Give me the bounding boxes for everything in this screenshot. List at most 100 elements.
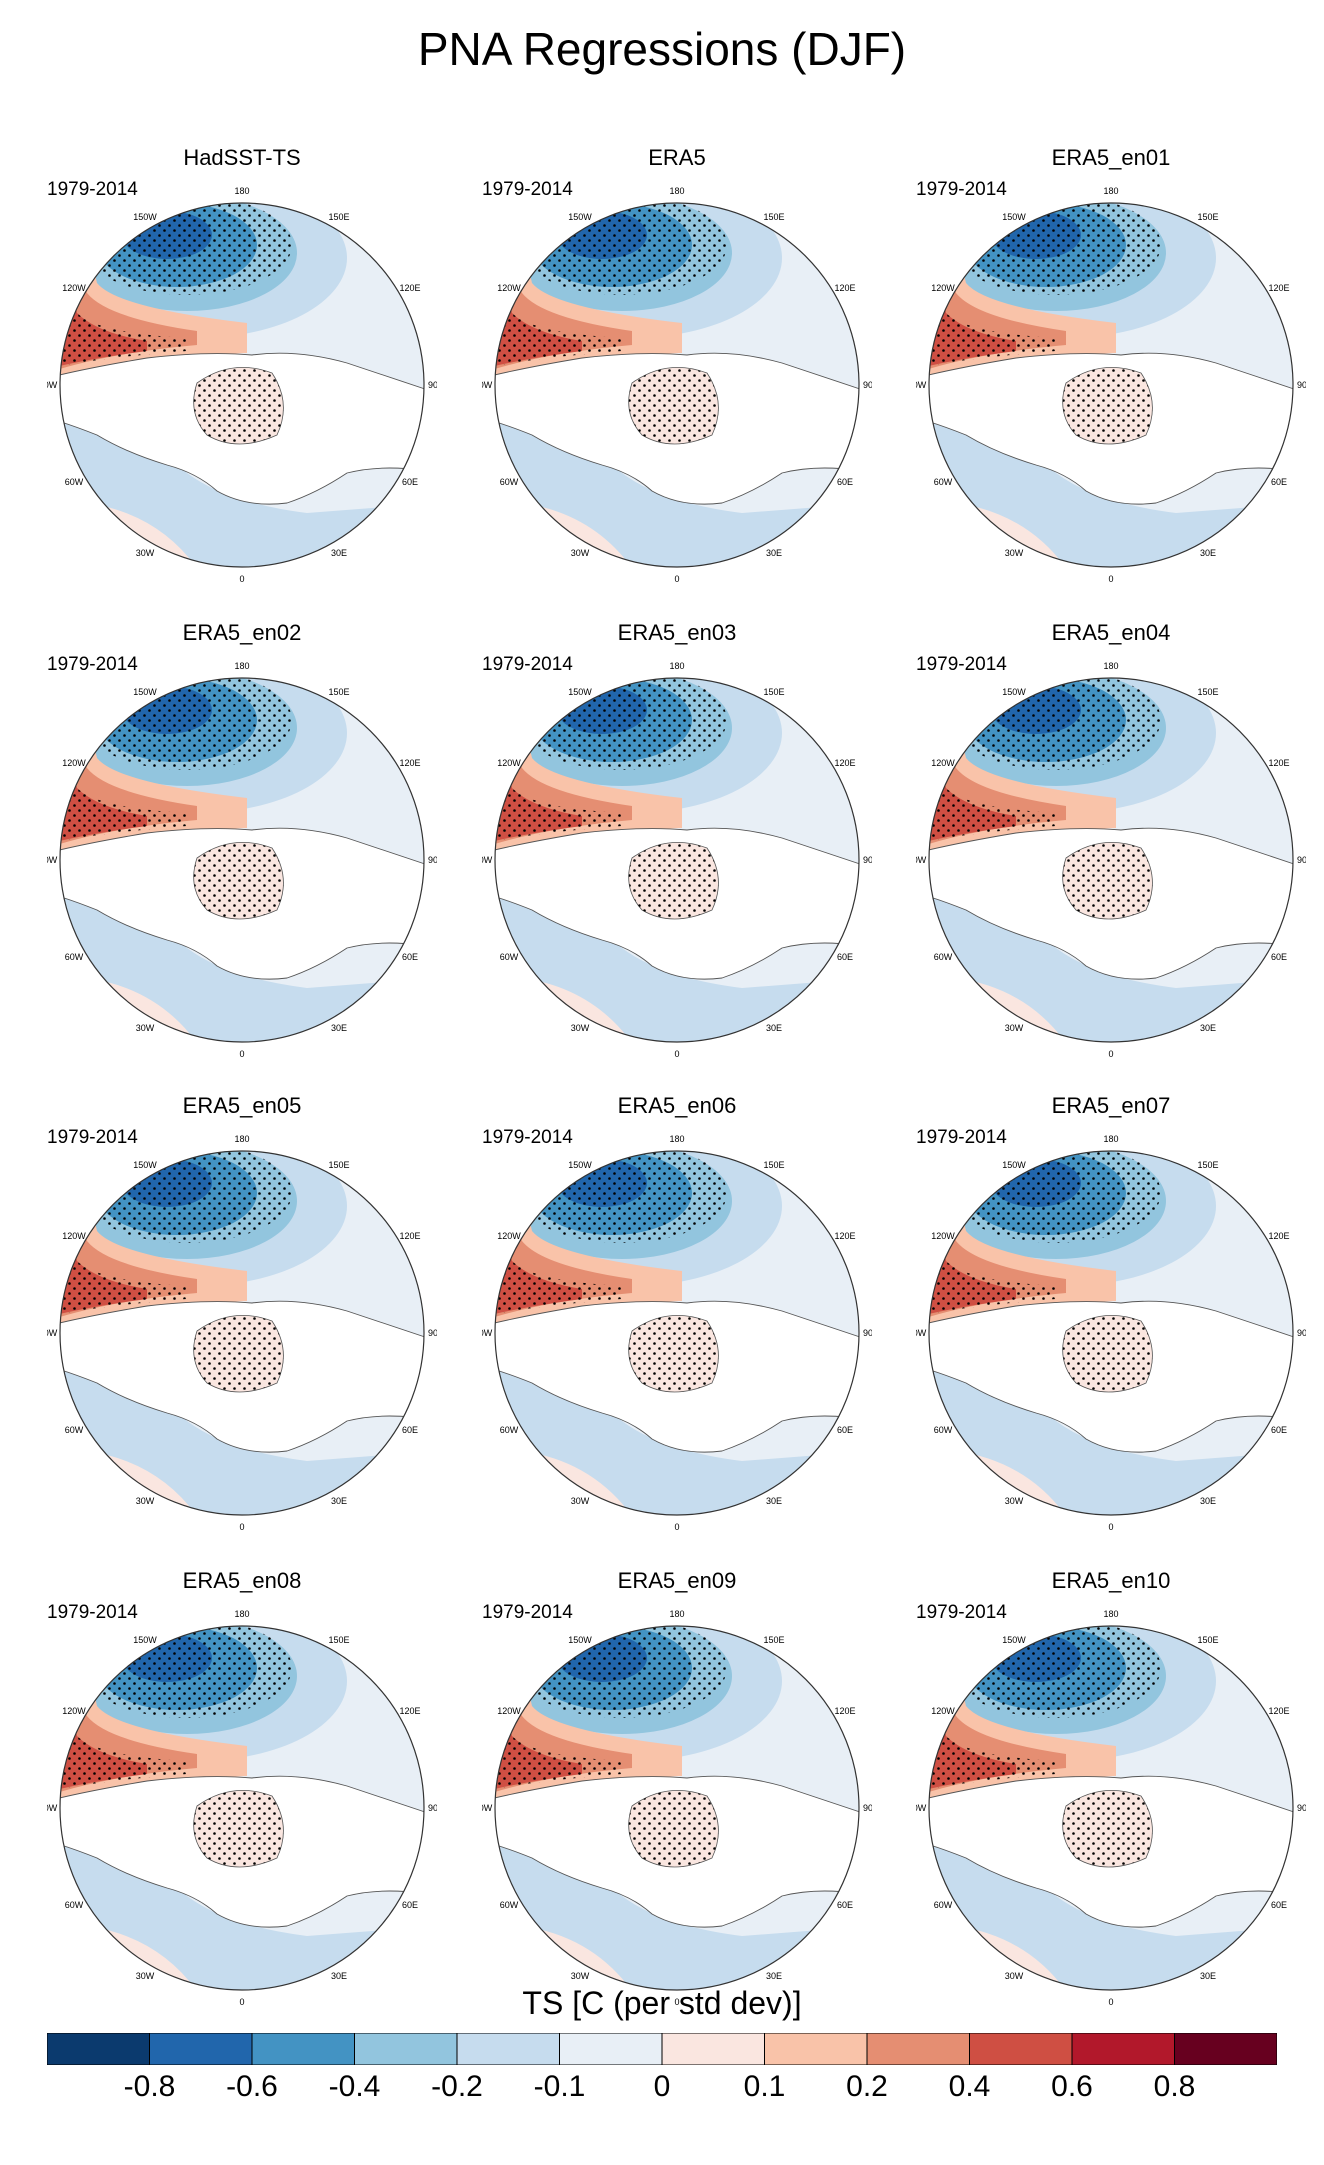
longitude-label: 60W (934, 952, 953, 962)
longitude-label: 90W (482, 1803, 493, 1813)
pacific-stippling (951, 1626, 1161, 1718)
longitude-label: 60E (1271, 1425, 1287, 1435)
longitude-label: 150W (568, 1635, 592, 1645)
longitude-label: 60E (402, 477, 418, 487)
longitude-label: 0 (239, 574, 244, 584)
longitude-label: 150E (328, 1635, 349, 1645)
longitude-label: 30E (331, 1496, 347, 1506)
namerica-stippling (495, 738, 622, 844)
longitude-label: 30W (136, 1496, 155, 1506)
longitude-label: 0 (239, 1049, 244, 1059)
colorbar-tick-label: 0.2 (846, 2070, 888, 2103)
map-boundary (494, 677, 860, 1043)
longitude-label: 30E (766, 1496, 782, 1506)
pacific-stippling (517, 203, 727, 295)
longitude-label: 90W (482, 380, 493, 390)
longitude-label: 30W (571, 1023, 590, 1033)
longitude-label: 120W (497, 758, 521, 768)
longitude-label: 30E (766, 1023, 782, 1033)
longitude-label: 150E (1197, 212, 1218, 222)
longitude-label: 180 (1103, 1609, 1118, 1619)
longitude-label: 90E (863, 1328, 872, 1338)
longitude-label: 120E (834, 1706, 855, 1716)
longitude-label: 90W (47, 855, 58, 865)
longitude-label: 60W (65, 477, 84, 487)
longitude-label: 60E (837, 477, 853, 487)
map-panel: ERA5_en02 1979-2014 180 150E 120E 90E 60E 30E 0 3… (47, 620, 437, 1080)
longitude-label: 30W (136, 1023, 155, 1033)
longitude-label: 120W (62, 283, 86, 293)
colorbar-segment (559, 2033, 663, 2065)
longitude-label: 150W (133, 1635, 157, 1645)
longitude-label: 180 (234, 1134, 249, 1144)
longitude-label: 60W (934, 477, 953, 487)
longitude-label: 90E (428, 1328, 437, 1338)
longitude-label: 90W (482, 855, 493, 865)
longitude-label: 60W (65, 952, 84, 962)
colorbar-tick-label: -0.8 (123, 2070, 176, 2103)
map-boundary (494, 1150, 860, 1516)
panel-period: 1979-2014 (47, 1127, 138, 1148)
namerica-stippling (60, 1686, 187, 1792)
longitude-label: 120E (399, 283, 420, 293)
polar-map: 180 150E 120E 90E 60E 30E 0 30W 60W 90W 120W 150W (482, 661, 872, 1059)
greenland-stippling (628, 1315, 719, 1392)
longitude-label: 120W (497, 1706, 521, 1716)
panel-period: 1979-2014 (482, 1127, 573, 1148)
longitude-label: 150W (568, 1160, 592, 1170)
polar-map: 180 150E 120E 90E 60E 30E 0 30W 60W 90W 120W 150W (47, 661, 437, 1059)
longitude-label: 30W (136, 548, 155, 558)
longitude-label: 180 (234, 186, 249, 196)
longitude-label: 30W (571, 548, 590, 558)
longitude-label: 0 (674, 1049, 679, 1059)
longitude-label: 90W (916, 855, 927, 865)
longitude-label: 120E (399, 758, 420, 768)
colorbar-segment (47, 2033, 150, 2065)
longitude-label: 90W (916, 380, 927, 390)
polar-map: 180 150E 120E 90E 60E 30E 0 30W 60W 90W 120W 150W (47, 1134, 437, 1532)
colorbar-tick-label: -0.2 (431, 2070, 483, 2103)
longitude-label: 150E (328, 1160, 349, 1170)
longitude-label: 60E (402, 1425, 418, 1435)
map-panel: ERA5_en04 1979-2014 180 150E 120E 90E 60E 30E 0 3… (916, 620, 1306, 1080)
map-panel: ERA5_en05 1979-2014 180 150E 120E 90E 60E 30E 0 3… (47, 1093, 437, 1553)
longitude-label: 120W (931, 283, 955, 293)
longitude-label: 30W (1005, 1023, 1024, 1033)
panel-title: ERA5_en06 (617, 1093, 737, 1118)
longitude-label: 60E (837, 952, 853, 962)
longitude-label: 180 (669, 186, 684, 196)
colorbar-segment (1071, 2033, 1175, 2065)
colorbar-segment (251, 2033, 355, 2065)
longitude-label: 180 (669, 1609, 684, 1619)
longitude-label: 30E (1200, 1971, 1216, 1981)
pacific-stippling (951, 1151, 1161, 1243)
map-panel: ERA5_en07 1979-2014 180 150E 120E 90E 60E 30E 0 3… (916, 1093, 1306, 1553)
colorbar-segment (1174, 2033, 1277, 2065)
longitude-label: 0 (239, 1522, 244, 1532)
pacific-stippling (517, 1626, 727, 1718)
longitude-label: 60W (500, 1900, 519, 1910)
panel-title: ERA5_en10 (1051, 1568, 1171, 1593)
longitude-label: 120E (1268, 1231, 1289, 1241)
longitude-label: 120E (834, 1231, 855, 1241)
map-boundary (494, 1625, 860, 1991)
longitude-label: 120E (834, 283, 855, 293)
greenland-stippling (628, 367, 719, 444)
panel-period: 1979-2014 (916, 1602, 1007, 1623)
map-boundary (928, 1625, 1294, 1991)
longitude-label: 180 (234, 661, 249, 671)
panel-period: 1979-2014 (916, 179, 1007, 200)
map-panel: ERA5_en09 1979-2014 180 150E 120E 90E 60E 30E 0 3… (482, 1568, 872, 2028)
namerica-stippling (60, 738, 187, 844)
longitude-label: 90E (428, 380, 437, 390)
map-boundary (59, 202, 425, 568)
greenland-stippling (193, 1790, 284, 1867)
longitude-label: 30E (331, 548, 347, 558)
longitude-label: 60W (65, 1900, 84, 1910)
longitude-label: 60E (837, 1425, 853, 1435)
longitude-label: 0 (1108, 1997, 1113, 2007)
longitude-label: 60W (500, 477, 519, 487)
longitude-label: 120E (1268, 1706, 1289, 1716)
longitude-label: 0 (674, 1997, 679, 2007)
map-panel: HadSST-TS 1979-2014 180 150E 120E 90E 60E 30E 0 3… (47, 145, 437, 605)
